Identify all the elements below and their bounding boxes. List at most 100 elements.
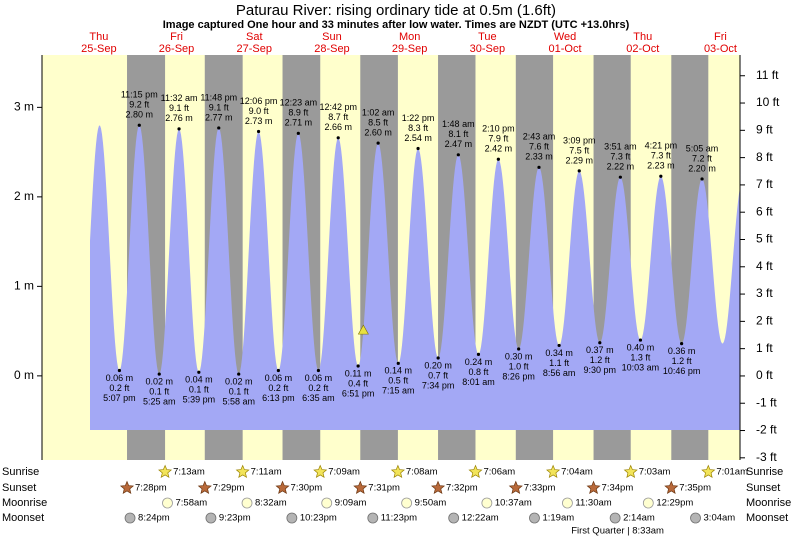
sunset-time: 7:33pm	[524, 483, 556, 494]
tide-label: 12:42 pm	[319, 102, 357, 112]
tide-label: 11:48 pm	[200, 92, 237, 102]
tide-dot	[197, 370, 201, 374]
tide-label: 2:43 am	[523, 132, 556, 142]
tide-label: 1.2 ft	[672, 356, 693, 366]
sunrise-time: 7:09am	[328, 467, 360, 478]
tide-label: 12:06 pm	[240, 96, 278, 106]
tide-label: 8:26 pm	[502, 371, 535, 381]
tide-label: 7.5 ft	[569, 145, 590, 155]
tide-label: 0.36 m	[668, 346, 696, 356]
y2-tick-label: 4 ft	[756, 259, 773, 273]
tide-label: 0.11 m	[345, 368, 372, 378]
sun-icon	[119, 480, 135, 495]
tide-label: 2.77 m	[205, 112, 233, 122]
tide-dot	[177, 127, 181, 131]
tide-label: 7.2 ft	[692, 153, 713, 163]
tide-dot	[396, 361, 400, 365]
tide-label: 8:56 am	[543, 368, 576, 378]
y2-tick-label: 1 ft	[756, 341, 773, 355]
sun-icon	[431, 480, 446, 495]
tide-label: 9:30 pm	[584, 365, 617, 375]
tide-dot	[416, 146, 420, 151]
tide-label: 5:05 am	[686, 143, 719, 153]
tide-label: 2:10 pm	[482, 124, 515, 134]
sunset-time: 7:31pm	[368, 483, 400, 494]
sun-icon	[623, 464, 638, 479]
tide-label: 0.7 ft	[428, 370, 449, 380]
y2-tick-label: 0 ft	[756, 368, 773, 382]
tide-label: 8.7 ft	[328, 112, 349, 122]
tide-dot	[336, 136, 340, 140]
tide-label: 0.24 m	[465, 357, 493, 367]
row-label: Moonrise	[2, 497, 47, 509]
tide-dot	[517, 347, 521, 351]
sunset-time: 7:32pm	[446, 483, 478, 494]
moonrise-icon	[642, 497, 654, 509]
tide-dot	[157, 372, 161, 376]
tide-label: 2.33 m	[525, 152, 553, 162]
moonset-icon	[690, 512, 701, 524]
tide-label: 0.30 m	[505, 351, 533, 361]
sunrise-time: 7:04am	[561, 467, 593, 478]
tide-label: 7.3 ft	[651, 151, 672, 161]
tide-label: 2.47 m	[445, 139, 473, 149]
tide-label: 0.40 m	[627, 342, 655, 352]
tide-label: 5:25 am	[143, 396, 176, 406]
weekday-label: Fri	[170, 31, 183, 43]
weekday-label: Sat	[246, 31, 263, 43]
tide-label: 8.9 ft	[288, 108, 309, 118]
weekday-label: Thu	[89, 31, 108, 43]
tide-label: 1:02 am	[362, 108, 395, 118]
tide-dot	[700, 177, 704, 181]
sunset-time: 7:28pm	[135, 483, 167, 494]
tide-label: 0.2 ft	[268, 383, 289, 393]
tide-label: 7.3 ft	[610, 152, 631, 162]
tide-area	[90, 125, 740, 431]
tide-label: 0.14 m	[385, 366, 413, 376]
tide-label: 0.02 m	[225, 376, 253, 386]
moonrise-time: 7:58am	[175, 498, 207, 509]
tide-label: 1:48 am	[442, 119, 475, 129]
tide-dot	[537, 165, 541, 169]
tide-label: 7.6 ft	[529, 142, 550, 152]
tide-dot	[618, 175, 622, 179]
moonrise-time: 12:29pm	[656, 498, 693, 509]
weekday-label: Wed	[554, 31, 576, 43]
sun-icon	[158, 464, 173, 479]
tide-label: 0.1 ft	[149, 386, 170, 396]
tide-label: 12:23 am	[280, 98, 318, 108]
sunset-time: 7:34pm	[602, 483, 634, 494]
tide-label: 2.22 m	[607, 162, 635, 172]
tide-label: 8.3 ft	[408, 123, 429, 133]
moonset-time: 10:23pm	[300, 513, 337, 524]
moonset-time: 3:04am	[704, 513, 736, 524]
tide-label: 2.54 m	[404, 133, 432, 143]
sun-icon	[664, 480, 679, 495]
tide-dot	[276, 368, 280, 373]
moonrise-time: 8:32am	[255, 498, 287, 509]
tide-label: 7.9 ft	[488, 134, 509, 144]
moonrise-time: 10:37am	[495, 498, 532, 509]
sun-icon	[701, 464, 716, 479]
tide-dot	[598, 341, 602, 345]
tide-label: 6:13 pm	[262, 393, 295, 403]
tide-label: 11:15 pm	[121, 90, 158, 100]
tide-label: 5:39 pm	[183, 395, 216, 405]
date-label: 27-Sep	[237, 43, 272, 55]
tide-label: 0.06 m	[265, 373, 293, 383]
tide-label: 8:01 am	[462, 377, 495, 387]
tide-dot	[436, 356, 440, 360]
y2-tick-label: 6 ft	[756, 204, 773, 218]
sun-icon	[508, 480, 523, 495]
tide-label: 9.1 ft	[169, 103, 190, 113]
y-tick-label: 1 m	[14, 279, 34, 293]
tide-label: 9.1 ft	[209, 102, 230, 112]
row-label: Sunset	[2, 482, 36, 494]
row-label: Sunset	[746, 482, 780, 494]
tide-dot	[316, 368, 321, 373]
moonset-time: 11:23pm	[381, 513, 417, 524]
moonset-icon	[609, 512, 621, 524]
tide-label: 2.23 m	[647, 161, 675, 171]
